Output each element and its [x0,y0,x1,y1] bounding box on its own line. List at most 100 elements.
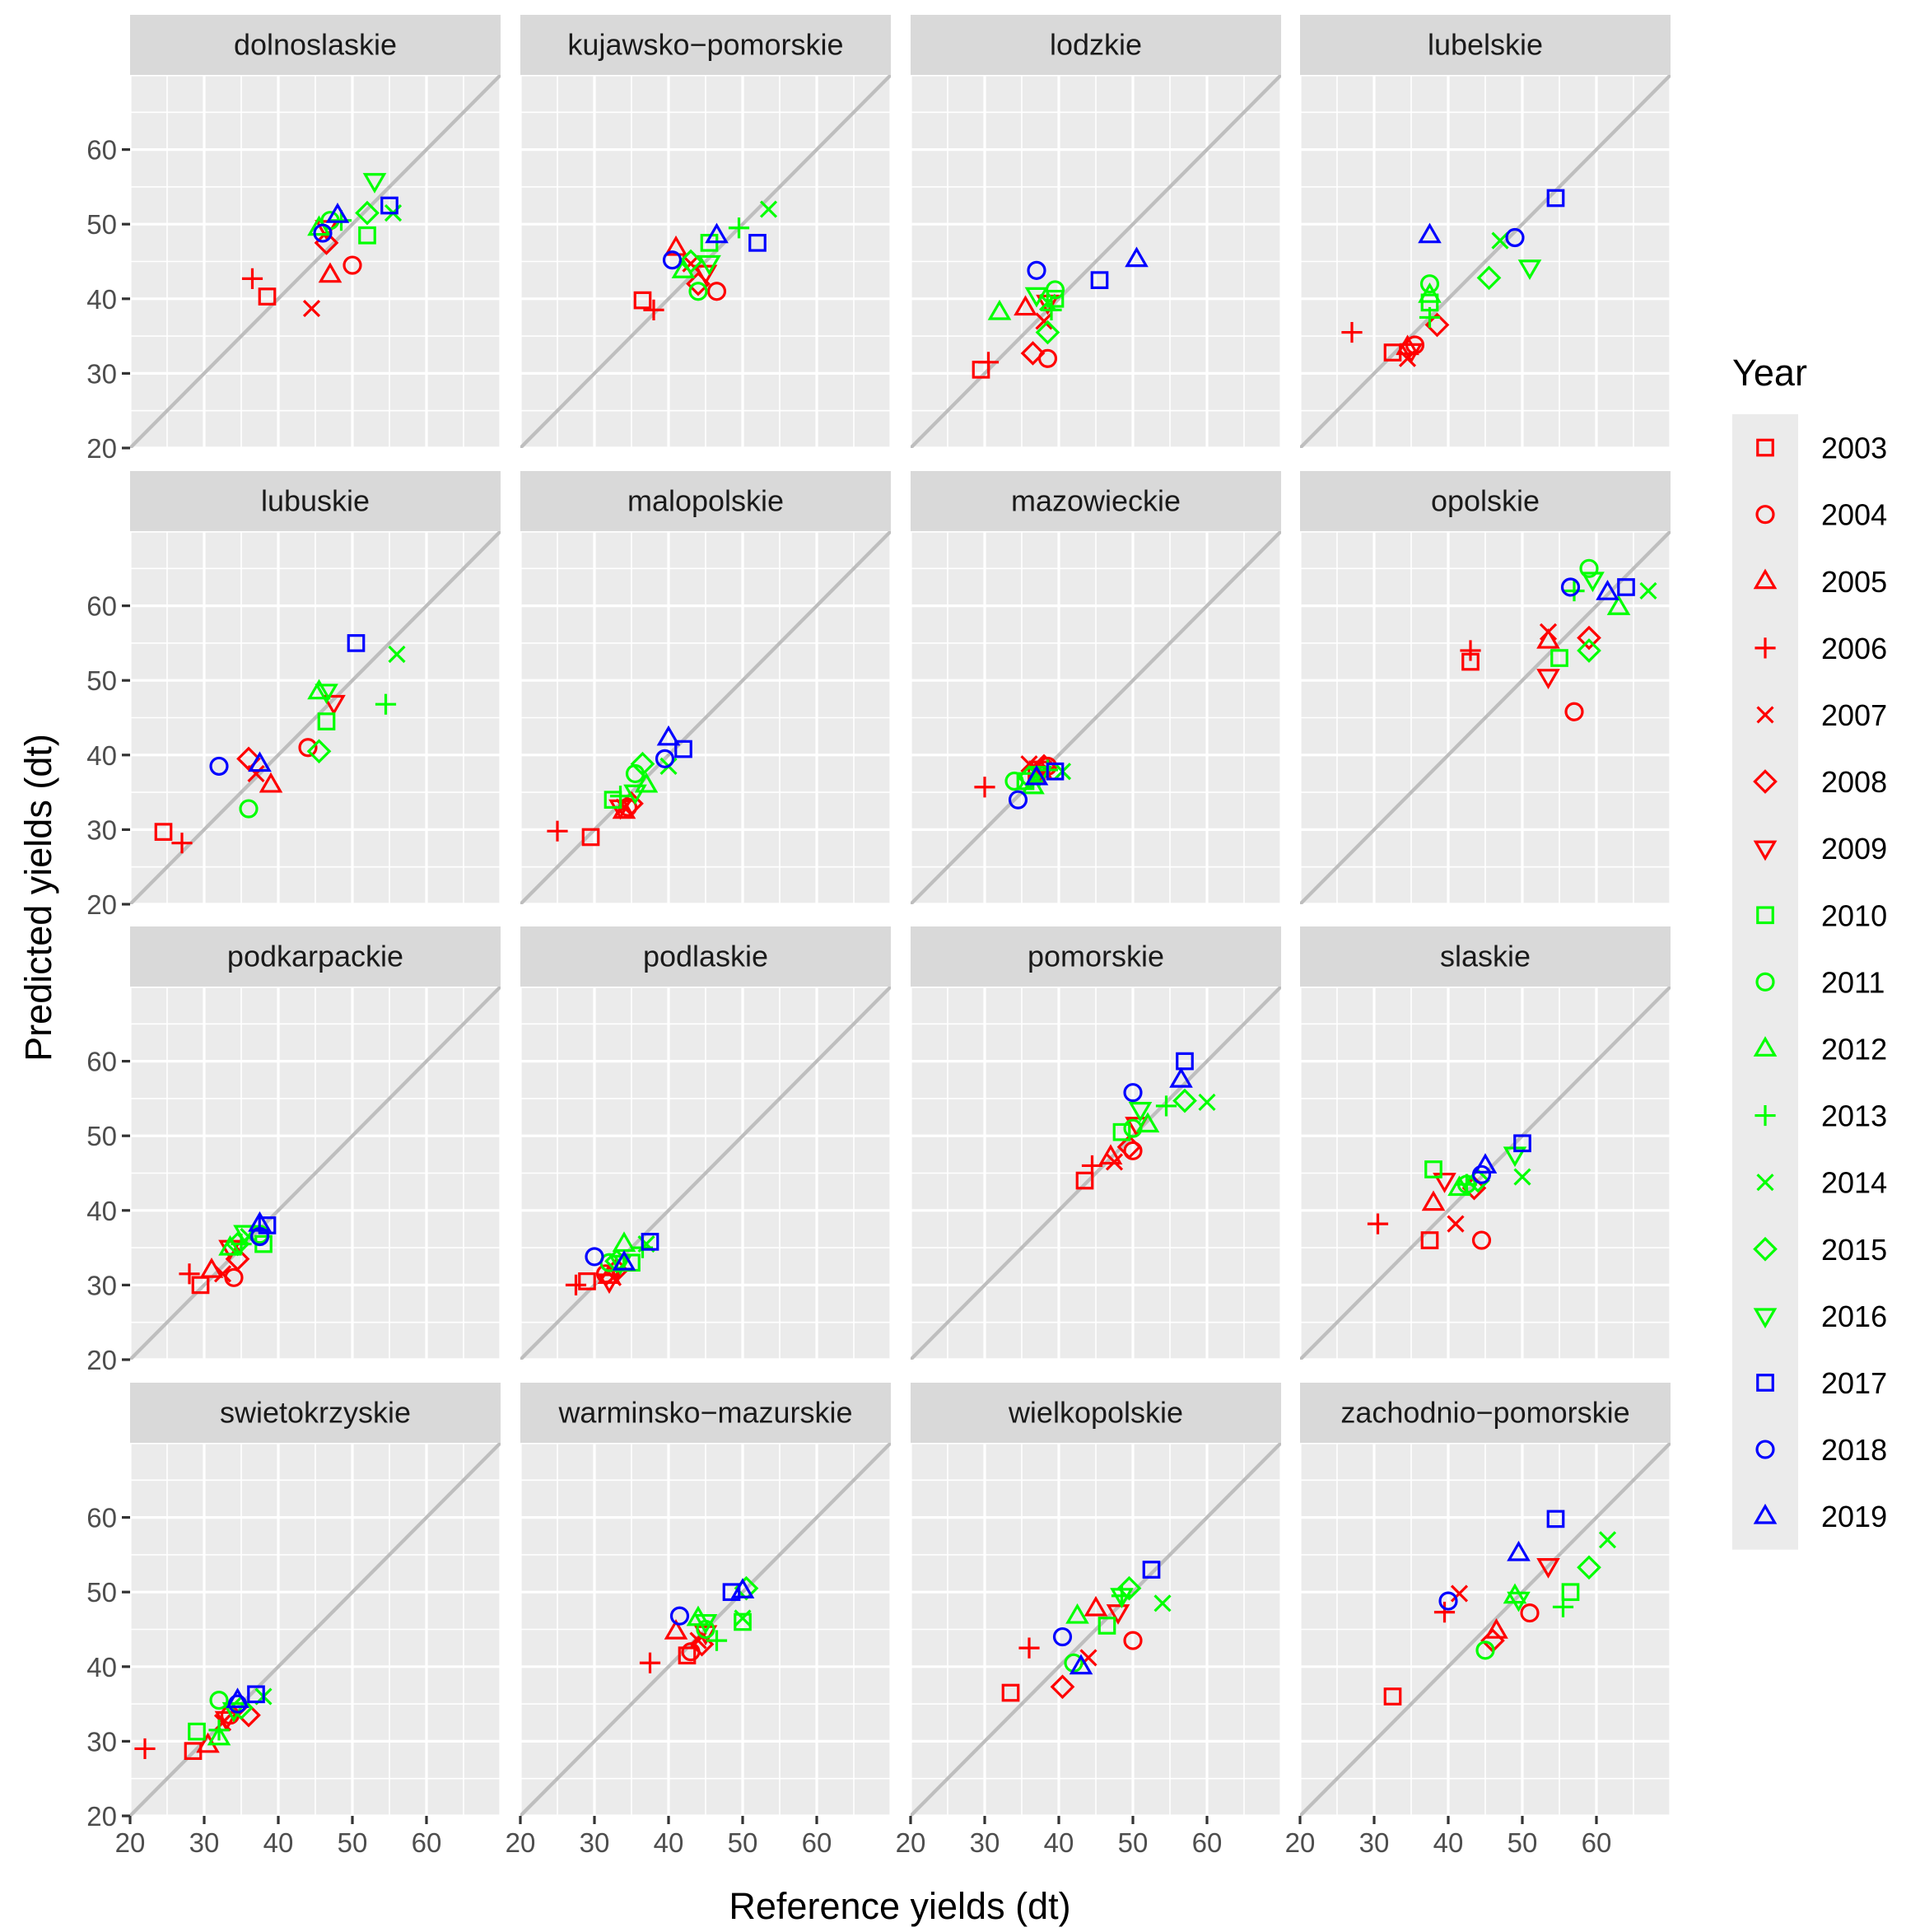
data-point [1421,1190,1446,1211]
identity-line [130,1443,501,1816]
data-point [1460,640,1481,661]
data-point [249,1226,270,1247]
data-point [1596,580,1619,600]
facet-strip [520,471,891,531]
x-tick-label: 50 [1118,1827,1149,1858]
facet-panel: podkarpackie [130,926,501,1360]
data-point [1550,649,1568,667]
x-tick-label: 20 [896,1827,926,1858]
data-point [239,799,259,819]
data-point [1172,1088,1197,1113]
facet-strip-label: wielkopolskie [1008,1396,1183,1430]
facet-strip [911,471,1281,531]
legend-label: 2003 [1821,432,1887,465]
data-point [1579,558,1599,578]
data-point [171,833,193,854]
legend-label: 2008 [1821,765,1887,799]
data-point [1142,1561,1161,1579]
legend-key-marker [1755,637,1776,659]
data-point [1075,1171,1094,1190]
data-point [585,1247,604,1267]
data-point [634,772,659,793]
data-point [325,203,350,223]
data-point [1176,1052,1194,1071]
facet-strip [1300,926,1671,987]
legend-label: 2005 [1821,565,1887,599]
data-point [1418,282,1442,303]
data-point [1367,1213,1389,1234]
data-point [1564,702,1584,721]
identity-line [520,987,891,1360]
data-point [1447,1175,1471,1197]
data-point [248,751,272,772]
facet-strip [911,926,1281,987]
data-point [1035,320,1060,345]
facet-panel: pomorskie [911,926,1281,1360]
facet-strip [520,1383,891,1443]
data-point [1536,669,1560,689]
facet-strip-label: podlaskie [643,940,768,973]
legend-key-marker [1753,1308,1778,1329]
facet-strip-label: dolnoslaskie [234,28,397,62]
data-point [1581,572,1605,593]
data-point [1517,259,1542,281]
identity-line [911,987,1281,1360]
data-point [706,1630,728,1651]
data-point [734,1612,752,1631]
facet-strip [130,471,501,531]
data-point [1433,1602,1456,1623]
data-point [1450,1584,1469,1603]
y-tick-label: 30 [86,814,117,845]
identity-line [520,75,891,448]
y-tick-label: 20 [86,1345,117,1375]
data-point [208,1720,230,1741]
data-point [547,820,568,842]
legend-label: 2004 [1821,498,1887,532]
y-tick-label: 40 [86,1652,117,1682]
data-point [1577,625,1601,651]
data-point [1050,1674,1075,1700]
facet-panel: opolskie [1300,471,1671,904]
data-point [134,1738,156,1760]
x-tick-label: 50 [338,1827,368,1858]
y-tick-label: 60 [86,1047,117,1077]
legend-label: 2019 [1821,1500,1887,1533]
x-tick-label: 60 [1192,1827,1223,1858]
data-point [604,1248,629,1274]
x-tick-label: 30 [189,1827,220,1858]
data-point [728,217,750,239]
data-point [1069,1654,1093,1675]
data-point [748,234,767,252]
x-tick-label: 50 [1508,1827,1538,1858]
data-point [1561,1583,1580,1602]
facet-panel: lubelskie [1300,15,1671,448]
data-point [1513,1168,1531,1186]
legend-label: 2012 [1821,1032,1887,1066]
data-point [1418,222,1442,244]
legend-title: Year [1732,352,1807,394]
facet-panel: zachodnio−pomorskie [1300,1383,1671,1816]
facet-strip-label: podkarpackie [227,940,403,973]
data-point [1123,1141,1143,1160]
data-point [1123,1083,1143,1103]
data-point [1135,1112,1160,1133]
data-point [1153,1594,1172,1612]
data-point [1041,299,1062,320]
identity-line [1300,531,1671,904]
y-axis-title: Predicted yields (dt) [17,734,59,1062]
y-tick-label: 30 [86,1726,117,1757]
data-point [1097,1617,1116,1635]
data-point [1001,1683,1020,1702]
data-point [307,679,331,700]
x-tick-label: 30 [1359,1827,1390,1858]
y-tick-label: 30 [86,358,117,389]
data-point [1539,623,1558,641]
data-point [565,1274,587,1295]
data-point [678,249,703,274]
y-tick-label: 60 [86,1503,117,1533]
legend-label: 2006 [1821,632,1887,665]
data-point [1028,765,1052,786]
data-point [612,798,636,819]
data-point [608,1254,632,1276]
data-point [1024,764,1049,786]
